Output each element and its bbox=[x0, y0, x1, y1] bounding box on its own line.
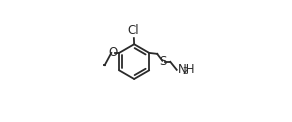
Text: 2: 2 bbox=[183, 67, 188, 76]
Text: Cl: Cl bbox=[128, 24, 139, 37]
Text: S: S bbox=[160, 55, 167, 68]
Text: NH: NH bbox=[178, 63, 195, 76]
Text: O: O bbox=[108, 46, 118, 59]
